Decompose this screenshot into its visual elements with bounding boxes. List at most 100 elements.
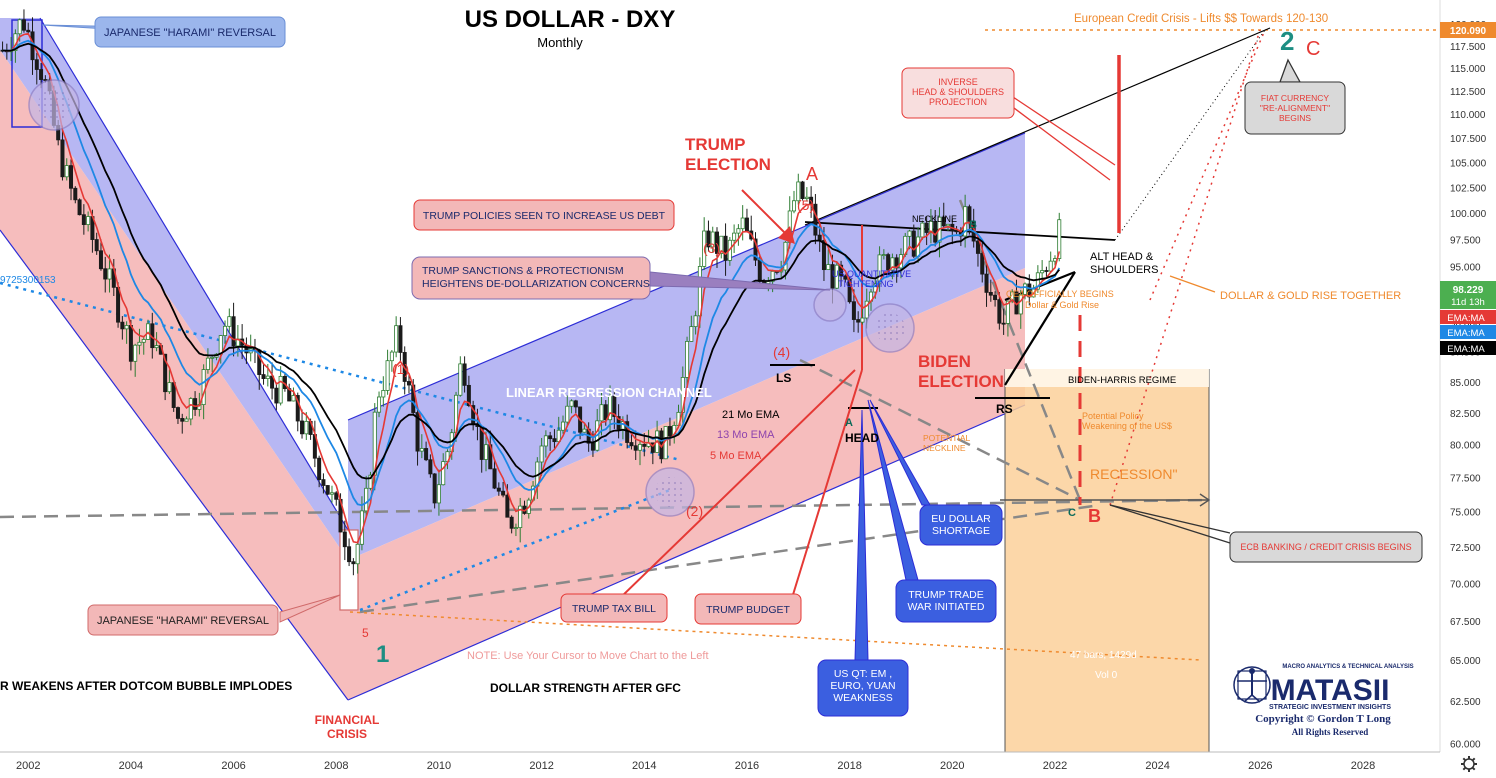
candle-body (1023, 283, 1028, 295)
candle-body (509, 516, 514, 529)
candle-body (351, 561, 356, 565)
y-tick-label: 97.500 (1450, 235, 1481, 246)
candle-body (227, 316, 232, 327)
candle-body (73, 187, 78, 201)
x-tick-label: 2024 (1145, 760, 1169, 772)
ema-series (2, 32, 1061, 544)
candle-body (924, 222, 929, 233)
candle-body (706, 230, 711, 248)
wave-b-small-label: B (969, 219, 977, 231)
wave-3-label: (3) (703, 240, 720, 256)
candle-body (398, 325, 403, 353)
trump-policies-label: TRUMP POLICIES SEEN TO INCREASE US DEBT (423, 210, 666, 222)
candle-body (496, 487, 501, 492)
candle-body (740, 217, 745, 230)
candle-body (377, 396, 382, 413)
x-tick-label: 2012 (529, 760, 553, 772)
candle-body (689, 326, 694, 342)
logo-tagline-top: MACRO ANALYTICS & TECHNICAL ANALYSIS (1282, 664, 1413, 670)
x-tick-label: 2006 (221, 760, 245, 772)
fiat-label: FIAT CURRENCY "RE-ALIGNMENT" BEGINS (1260, 93, 1330, 123)
candle-body (432, 473, 437, 504)
candle-body (265, 375, 270, 379)
candle-body (633, 445, 638, 451)
candle-body (736, 228, 741, 234)
candle-body (154, 345, 159, 349)
wave-a-small-label: A (845, 417, 853, 429)
candle-body (800, 181, 805, 199)
candle-body (175, 407, 180, 419)
candle-body (133, 344, 138, 362)
candle-body (980, 253, 985, 275)
chart-annotations: US DOLLAR - DXY Monthly 9725300153 R WEA… (0, 6, 1401, 741)
candle-body (193, 398, 198, 410)
candle-body (911, 230, 916, 257)
y-tick-label: 67.500 (1450, 617, 1481, 628)
y-tick-label: 77.500 (1450, 474, 1481, 485)
ema21-label: 21 Mo EMA (722, 409, 780, 421)
chart-title: US DOLLAR - DXY (465, 6, 676, 33)
candle-body (81, 214, 86, 225)
candle-body (612, 395, 617, 417)
y-axis[interactable]: 60.000 62.500 65.000 67.500 70.000 72.500 75.0… (1439, 0, 1496, 778)
last-price-tag (1440, 281, 1496, 309)
price-tag-value: 120.090 (1450, 26, 1487, 37)
ema-13-line (2, 39, 1061, 507)
candle-body (94, 239, 99, 252)
logo-rights: All Rights Reserved (1292, 727, 1369, 737)
ema-21-line (2, 42, 1060, 480)
candle-body (1057, 219, 1062, 259)
candle-body (1010, 291, 1015, 302)
x-tick-label: 2010 (427, 760, 451, 772)
candle-body (638, 443, 643, 451)
candle-body (274, 387, 279, 404)
gear-icon[interactable] (1461, 756, 1477, 772)
ls-label: LS (776, 371, 791, 385)
logo-tagline-bottom: STRATEGIC INVESTMENT INSIGHTS (1269, 704, 1391, 711)
y-tick-label: 100.000 (1450, 209, 1487, 220)
logo-name: MATASII (1271, 674, 1390, 707)
candle-body (920, 222, 925, 238)
candle-body (21, 19, 26, 31)
candle-body (757, 259, 762, 282)
last-price-time: 11d 13h (1451, 297, 1485, 308)
price-tag (1440, 22, 1496, 38)
candle-body (492, 468, 497, 489)
candle-body (355, 543, 360, 565)
x-tick-label: 2004 (119, 760, 143, 772)
candle-body (462, 363, 467, 386)
downtrend-channel-lower (0, 50, 348, 700)
candle-body (744, 217, 749, 232)
highlight-circles (28, 79, 915, 517)
candle-body (347, 546, 352, 563)
regression-label: LINEAR REGRESSION CHANNEL (506, 385, 712, 400)
candle-body (573, 400, 578, 408)
candle-body (1027, 283, 1032, 298)
candle-body (167, 382, 172, 393)
candle-body (124, 325, 129, 330)
candle-body (458, 363, 463, 396)
wave-c-label: C (1306, 38, 1320, 60)
candle-body (886, 254, 891, 271)
candle-body (278, 375, 283, 404)
candle-body (501, 490, 506, 496)
x-axis[interactable]: 2002 2004 2006 2008 2010 2012 2014 2016 2018 2020… (0, 751, 1440, 778)
y-tick-label: 80.000 (1450, 441, 1481, 452)
x-tick-label: 2016 (735, 760, 759, 772)
ema5-label: 5 Mo EMA (710, 450, 762, 462)
callout-boxes: JAPANESE "HARAMI" REVERSAL JAPANESE "HAR… (87, 16, 1423, 717)
candle-body (856, 319, 861, 323)
logo-copyright: Copyright © Gordon T Long (1255, 713, 1391, 725)
candle-body (1005, 300, 1010, 324)
y-tick-label: 95.000 (1450, 262, 1481, 273)
candle-body (804, 196, 809, 199)
candle-body (560, 421, 565, 431)
candle-body (667, 426, 672, 437)
candle-body (719, 235, 724, 254)
y-tick-label: 70.000 (1450, 579, 1481, 590)
wave-2-big-label: 2 (1280, 26, 1294, 56)
candle-body (864, 300, 869, 319)
ema-tag-black (1440, 341, 1496, 355)
candle-body (385, 360, 390, 391)
